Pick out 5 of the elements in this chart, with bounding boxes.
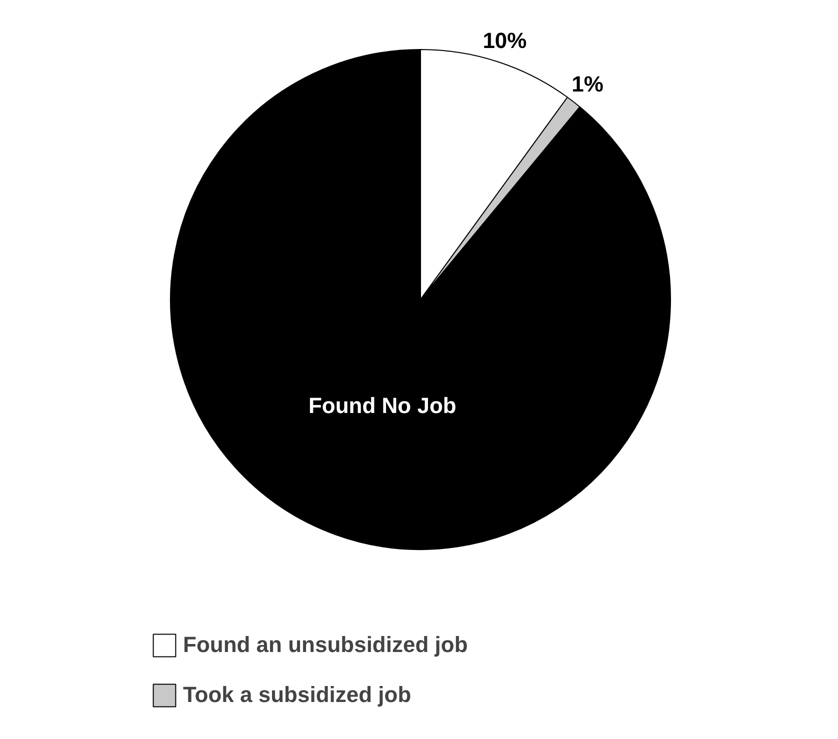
- slice-label: Found No Job: [308, 392, 456, 418]
- legend-label: Found an unsubsidized job: [183, 632, 468, 658]
- legend-label: Took a subsidized job: [183, 682, 412, 708]
- data-label: 1%: [572, 72, 604, 97]
- data-label: 10%: [482, 28, 527, 53]
